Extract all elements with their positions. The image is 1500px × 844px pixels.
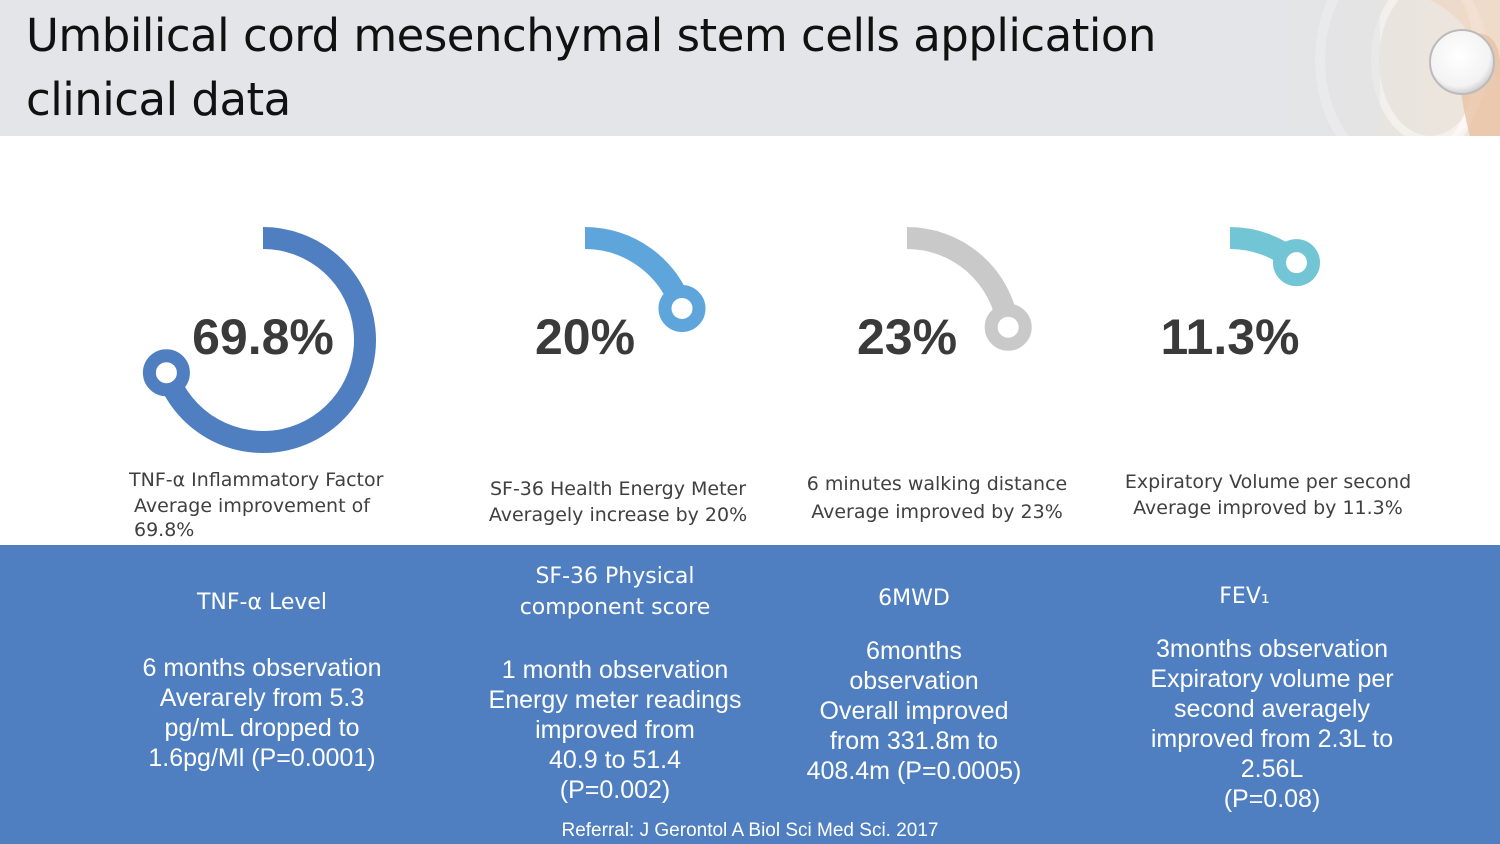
detail-heading: FEV₁: [1219, 584, 1270, 609]
gauge-arc-tnf: [155, 227, 376, 453]
gauge-end-knob-tnf: [142, 349, 190, 397]
detail-column-sf36: SF-36 Physical component score 1 month o…: [465, 545, 765, 805]
gauge-end-knob-fev1: [1272, 239, 1320, 287]
gauge-value-6mwd: 23%: [856, 309, 958, 365]
gauge-caption-sf36: SF-36 Health Energy Meter Averagely incr…: [458, 476, 778, 528]
detail-body: 6 months observation Averагely from 5.3 …: [142, 654, 382, 772]
page-title: Umbilical cord mesenchymal stem cells ap…: [26, 4, 1226, 132]
caption-line: 6 minutes walking distance: [806, 473, 1068, 495]
detail-body: 3months observation Expiratory volume pe…: [1150, 635, 1394, 813]
title-line-2: clinical data: [26, 73, 291, 126]
detail-heading: 6MWD: [878, 586, 950, 611]
detail-body: 1 month observation Energy meter reading…: [488, 656, 742, 804]
detail-column-fev1: FEV₁ 3months observation Expiratory volu…: [1097, 545, 1447, 814]
gauge-caption-fev1: Expiratory Volume per second Average imp…: [1108, 469, 1428, 521]
gauge-value-fev1: 11.3%: [1160, 309, 1300, 365]
caption-line: Average improved by 23%: [811, 501, 1063, 523]
gauge-caption-tnf: TNF-α Inflammatory Factor Average improv…: [129, 467, 449, 541]
detail-heading: SF-36 Physical component score: [519, 564, 711, 620]
title-header: Umbilical cord mesenchymal stem cells ap…: [0, 0, 1500, 136]
caption-line: Average improved by 11.3%: [1133, 497, 1403, 519]
detail-body: 6months observation Overall improved fro…: [806, 637, 1022, 785]
caption-line: 69.8%: [134, 519, 195, 541]
gauge-chart: [142, 227, 1320, 453]
caption-line: Expiratory Volume per second: [1124, 471, 1412, 493]
caption-line: TNF-α Inflammatory Factor: [129, 469, 384, 491]
gauge-value-tnf: 69.8%: [192, 309, 334, 365]
gauge-value-sf36: 20%: [534, 309, 636, 365]
referral-citation: Referral: J Gerontol A Biol Sci Med Sci.…: [561, 820, 939, 841]
stethoscope-photo: [1280, 0, 1500, 136]
title-line-1: Umbilical cord mesenchymal stem cells ap…: [26, 9, 1156, 62]
gauge-section: 69.8% 20% 23% 11.3% TNF-α Inflammatory F…: [0, 136, 1500, 545]
detail-column-tnf: TNF-α Level 6 months observation Averагe…: [112, 545, 412, 773]
caption-line: Averagely increase by 20%: [488, 504, 748, 526]
caption-line: SF-36 Health Energy Meter: [489, 478, 747, 500]
gauge-caption-6mwd: 6 minutes walking distance Average impro…: [777, 471, 1097, 527]
detail-column-6mwd: 6MWD 6months observation Overall improve…: [764, 545, 1064, 786]
caption-line: Average improvement of: [134, 495, 370, 517]
gauge-end-knob-6mwd: [984, 303, 1032, 351]
detail-heading: TNF-α Level: [196, 590, 328, 615]
details-band: TNF-α Level 6 months observation Averагe…: [0, 545, 1500, 844]
gauge-end-knob-sf36: [658, 284, 706, 332]
